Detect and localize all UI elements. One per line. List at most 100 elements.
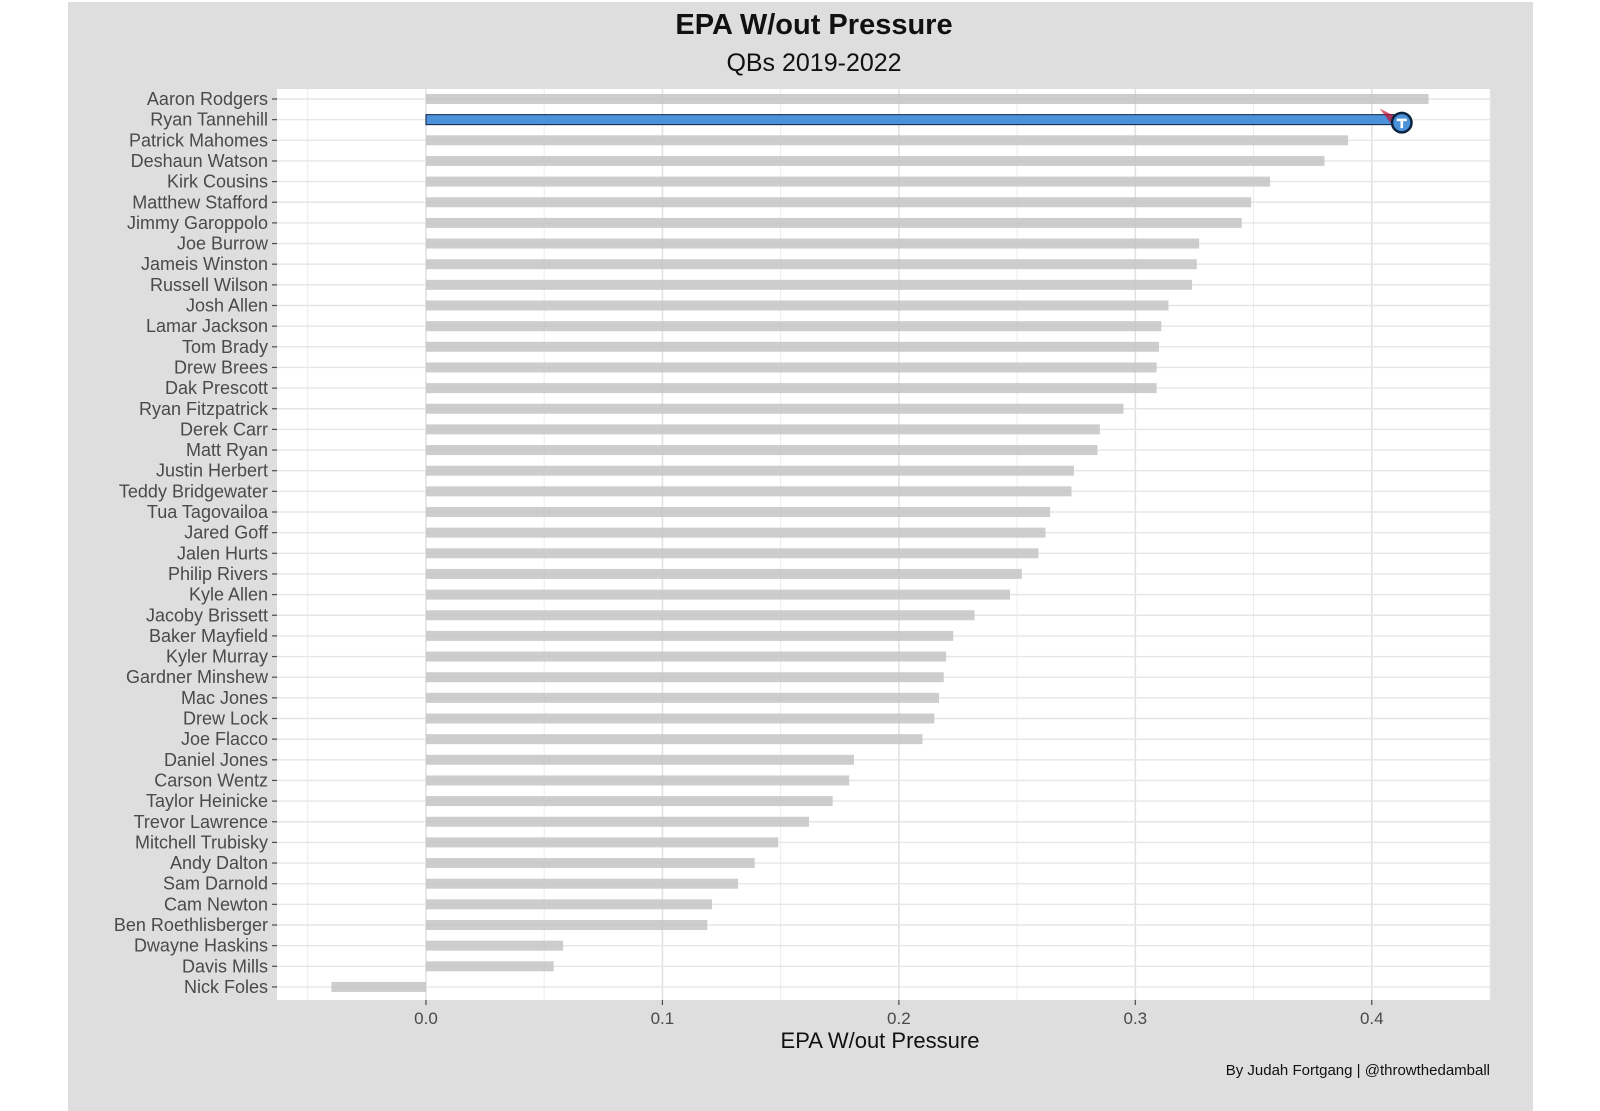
chart-caption: By Judah Fortgang | @throwthedamball bbox=[1226, 1062, 1490, 1079]
bar-dwayne-haskins bbox=[425, 940, 564, 951]
y-tick-label: Matthew Stafford bbox=[132, 192, 268, 212]
bar-jared-goff bbox=[425, 527, 1046, 538]
y-tick-label: Matt Ryan bbox=[186, 440, 268, 460]
bar-gardner-minshew bbox=[425, 672, 944, 683]
y-tick-label: Jalen Hurts bbox=[177, 543, 268, 563]
y-tick-label: Kirk Cousins bbox=[167, 172, 268, 192]
y-tick-label: Daniel Jones bbox=[164, 750, 268, 770]
bar-chart: EPA W/out Pressure QBs 2019-2022 Aaron R… bbox=[114, 9, 1491, 1079]
bar-matthew-stafford bbox=[425, 197, 1252, 208]
bar-drew-lock bbox=[425, 713, 935, 724]
y-tick-label: Trevor Lawrence bbox=[134, 812, 268, 832]
bar-jacoby-brissett bbox=[425, 610, 975, 621]
bar-jalen-hurts bbox=[425, 548, 1039, 559]
bar-ben-roethlisberger bbox=[425, 920, 708, 930]
bar-patrick-mahomes bbox=[425, 135, 1349, 146]
bar-teddy-bridgewater bbox=[425, 486, 1072, 497]
y-tick-label: Baker Mayfield bbox=[149, 626, 268, 646]
bar-sam-darnold bbox=[425, 878, 739, 889]
y-tick-label: Ben Roethlisberger bbox=[114, 915, 268, 935]
y-tick-label: Dwayne Haskins bbox=[134, 936, 268, 956]
bar-kyle-allen bbox=[425, 589, 1011, 600]
y-tick-label: Dak Prescott bbox=[165, 378, 268, 398]
bar-joe-flacco bbox=[425, 734, 923, 745]
y-tick-label: Andy Dalton bbox=[170, 853, 268, 873]
bar-jimmy-garoppolo bbox=[425, 217, 1242, 228]
y-tick-label: Philip Rivers bbox=[168, 564, 268, 584]
bar-carson-wentz bbox=[425, 775, 850, 786]
y-tick-label: Nick Foles bbox=[184, 977, 268, 997]
y-tick-label: Ryan Fitzpatrick bbox=[139, 399, 269, 419]
x-axis: 0.0 0.1 0.2 0.3 0.4 bbox=[414, 1000, 1384, 1028]
y-tick-label: Cam Newton bbox=[164, 894, 268, 914]
y-tick-label: Jimmy Garoppolo bbox=[127, 213, 268, 233]
bars bbox=[331, 94, 1429, 992]
bar-kirk-cousins bbox=[425, 176, 1271, 187]
bar-mitchell-trubisky bbox=[425, 837, 779, 848]
y-tick-label: Teddy Bridgewater bbox=[119, 481, 268, 501]
bar-daniel-jones bbox=[425, 754, 854, 765]
y-tick-label: Carson Wentz bbox=[154, 770, 268, 790]
y-tick-label: Derek Carr bbox=[180, 419, 268, 439]
y-tick-label: Sam Darnold bbox=[163, 874, 268, 894]
y-tick-label: Davis Mills bbox=[182, 956, 268, 976]
bar-mac-jones bbox=[425, 692, 940, 703]
y-tick-label: Drew Brees bbox=[174, 357, 268, 377]
bar-matt-ryan bbox=[425, 445, 1098, 456]
y-tick-label: Joe Flacco bbox=[181, 729, 268, 749]
y-tick-label: Drew Lock bbox=[183, 709, 269, 729]
bar-drew-brees bbox=[425, 362, 1157, 373]
y-tick-label: Ryan Tannehill bbox=[150, 110, 268, 130]
y-tick-label: Jacoby Brissett bbox=[146, 605, 268, 625]
y-tick-label: Lamar Jackson bbox=[146, 316, 268, 336]
bar-ryan-fitzpatrick bbox=[425, 403, 1124, 414]
titans-logo-icon bbox=[1379, 108, 1413, 134]
y-tick-label: Gardner Minshew bbox=[126, 667, 269, 687]
bar-ryan-tannehill bbox=[425, 114, 1399, 126]
bar-russell-wilson bbox=[425, 279, 1193, 290]
bar-lamar-jackson bbox=[425, 321, 1162, 332]
y-tick-label: Jameis Winston bbox=[141, 254, 268, 274]
bar-taylor-heinicke bbox=[425, 796, 833, 807]
bar-justin-herbert bbox=[425, 465, 1074, 476]
y-tick-label: Joe Burrow bbox=[177, 234, 269, 254]
x-tick-label: 0.3 bbox=[1124, 1009, 1148, 1028]
y-tick-label: Kyle Allen bbox=[189, 585, 268, 605]
y-tick-label: Russell Wilson bbox=[150, 275, 268, 295]
bar-tua-tagovailoa bbox=[425, 507, 1051, 517]
chart-area: EPA W/out Pressure QBs 2019-2022 Aaron R… bbox=[68, 2, 1533, 1111]
x-tick-label: 0.0 bbox=[414, 1009, 438, 1028]
y-tick-label: Mitchell Trubisky bbox=[135, 832, 268, 852]
bar-derek-carr bbox=[425, 424, 1100, 435]
x-tick-label: 0.1 bbox=[651, 1009, 675, 1028]
y-tick-label: Aaron Rodgers bbox=[147, 89, 268, 109]
bar-josh-allen bbox=[425, 300, 1169, 311]
y-tick-label: Mac Jones bbox=[181, 688, 268, 708]
bar-aaron-rodgers bbox=[425, 94, 1429, 104]
bar-davis-mills bbox=[425, 961, 554, 972]
x-tick-label: 0.2 bbox=[887, 1009, 911, 1028]
bar-philip-rivers bbox=[425, 568, 1022, 579]
y-tick-label: Tua Tagovailoa bbox=[147, 502, 269, 522]
bar-baker-mayfield bbox=[425, 630, 954, 641]
y-tick-label: Taylor Heinicke bbox=[146, 791, 268, 811]
logo-letter bbox=[1396, 118, 1407, 129]
bar-deshaun-watson bbox=[425, 155, 1325, 166]
y-tick-label: Josh Allen bbox=[186, 296, 268, 316]
bar-nick-foles bbox=[331, 981, 426, 992]
y-tick-label: Justin Herbert bbox=[156, 461, 268, 481]
bar-dak-prescott bbox=[425, 383, 1157, 394]
chart-title: EPA W/out Pressure bbox=[675, 9, 952, 41]
bar-joe-burrow bbox=[425, 238, 1200, 249]
x-tick-label: 0.4 bbox=[1360, 1009, 1384, 1028]
y-tick-label: Tom Brady bbox=[182, 337, 268, 357]
bar-cam-newton bbox=[425, 899, 713, 910]
y-tick-label: Deshaun Watson bbox=[131, 151, 268, 171]
bar-tom-brady bbox=[425, 341, 1159, 352]
chart-subtitle: QBs 2019-2022 bbox=[726, 49, 901, 77]
y-tick-label: Patrick Mahomes bbox=[129, 130, 268, 150]
bar-trevor-lawrence bbox=[425, 816, 810, 827]
x-axis-title: EPA W/out Pressure bbox=[781, 1028, 980, 1053]
bar-andy-dalton bbox=[425, 858, 755, 869]
